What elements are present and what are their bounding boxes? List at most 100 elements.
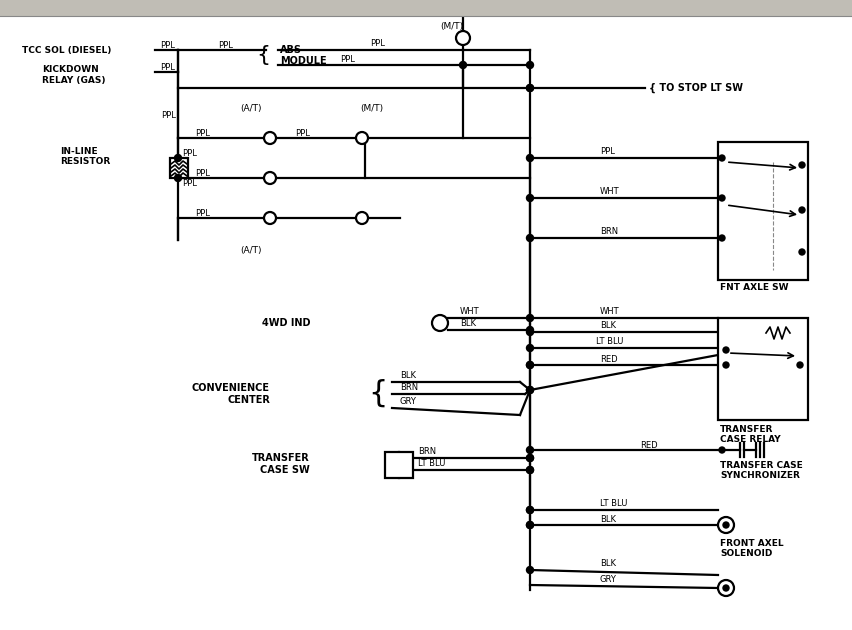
Circle shape xyxy=(723,347,729,353)
Text: RED: RED xyxy=(600,355,618,364)
Text: PPL: PPL xyxy=(218,40,233,50)
Circle shape xyxy=(527,386,533,394)
Text: PPL: PPL xyxy=(195,168,210,178)
Circle shape xyxy=(719,235,725,241)
Text: MODULE: MODULE xyxy=(280,56,326,66)
Text: BRN: BRN xyxy=(418,447,436,457)
Text: TRANSFER: TRANSFER xyxy=(720,425,774,435)
Text: PPL: PPL xyxy=(195,129,210,137)
Text: WHT: WHT xyxy=(460,307,480,316)
Text: SOLENOID: SOLENOID xyxy=(720,549,773,559)
Circle shape xyxy=(527,454,533,462)
Circle shape xyxy=(527,314,533,321)
Text: (A/T): (A/T) xyxy=(240,246,262,255)
Circle shape xyxy=(718,517,734,533)
Text: CENTER: CENTER xyxy=(227,395,270,405)
Text: RELAY (GAS): RELAY (GAS) xyxy=(42,76,106,84)
Text: RED: RED xyxy=(640,442,658,450)
Bar xyxy=(718,318,808,420)
Text: (M/T): (M/T) xyxy=(360,103,383,113)
Circle shape xyxy=(527,362,533,369)
Circle shape xyxy=(264,212,276,224)
Text: PPL: PPL xyxy=(162,110,176,120)
Circle shape xyxy=(527,466,533,474)
Circle shape xyxy=(723,362,729,368)
Text: (M/T): (M/T) xyxy=(440,21,463,30)
Circle shape xyxy=(527,466,533,474)
Circle shape xyxy=(527,362,533,369)
Text: PPL: PPL xyxy=(160,40,175,50)
Text: GRY: GRY xyxy=(600,575,617,583)
Text: LT BLU: LT BLU xyxy=(596,338,624,346)
Text: TRANSFER: TRANSFER xyxy=(252,453,310,463)
Text: {: { xyxy=(256,45,270,65)
Circle shape xyxy=(527,507,533,513)
Text: ABS: ABS xyxy=(280,45,302,55)
Circle shape xyxy=(356,132,368,144)
Text: SYNCHRONIZER: SYNCHRONIZER xyxy=(720,471,800,481)
Circle shape xyxy=(527,522,533,529)
Text: PPL: PPL xyxy=(295,129,310,137)
Circle shape xyxy=(527,154,533,161)
Circle shape xyxy=(459,62,467,69)
Text: CASE SW: CASE SW xyxy=(260,465,310,475)
Bar xyxy=(718,142,808,280)
Circle shape xyxy=(264,172,276,184)
Text: PPL: PPL xyxy=(370,40,385,49)
Circle shape xyxy=(723,522,729,528)
Text: BRN: BRN xyxy=(600,227,618,236)
Text: RESISTOR: RESISTOR xyxy=(60,158,110,166)
Text: (A/T): (A/T) xyxy=(240,103,262,113)
Circle shape xyxy=(719,447,725,453)
Circle shape xyxy=(527,84,533,91)
Bar xyxy=(385,452,413,478)
Text: GRY: GRY xyxy=(400,398,417,406)
Text: PPL: PPL xyxy=(340,55,355,64)
Text: BLK: BLK xyxy=(460,319,476,328)
Text: CASE RELAY: CASE RELAY xyxy=(720,435,780,445)
Text: LT BLU: LT BLU xyxy=(600,500,627,508)
Circle shape xyxy=(527,447,533,454)
Text: BLK: BLK xyxy=(600,559,616,568)
Text: BLK: BLK xyxy=(400,372,416,381)
Text: FNT AXLE SW: FNT AXLE SW xyxy=(720,284,788,292)
Text: PPL: PPL xyxy=(195,209,210,217)
Circle shape xyxy=(527,454,533,462)
Bar xyxy=(0,0,852,16)
Text: PPL: PPL xyxy=(600,147,615,156)
Text: TCC SOL (DIESEL): TCC SOL (DIESEL) xyxy=(22,45,112,55)
Text: TRANSFER CASE: TRANSFER CASE xyxy=(720,461,803,469)
Circle shape xyxy=(356,212,368,224)
Circle shape xyxy=(456,31,470,45)
Circle shape xyxy=(527,522,533,529)
Text: {: { xyxy=(369,379,388,408)
Text: KICKDOWN: KICKDOWN xyxy=(42,66,99,74)
Text: Fig. 4: Transfer Case Circuit (1990): Fig. 4: Transfer Case Circuit (1990) xyxy=(342,3,510,13)
Text: WHT: WHT xyxy=(600,307,619,316)
Circle shape xyxy=(799,207,805,213)
Circle shape xyxy=(527,195,533,202)
Circle shape xyxy=(527,326,533,333)
Text: 4WD IND: 4WD IND xyxy=(262,318,310,328)
Text: PPL: PPL xyxy=(160,62,175,71)
Circle shape xyxy=(527,234,533,241)
Circle shape xyxy=(527,507,533,513)
Circle shape xyxy=(799,249,805,255)
Bar xyxy=(170,158,188,178)
Circle shape xyxy=(432,315,448,331)
Circle shape xyxy=(527,62,533,69)
Text: BLK: BLK xyxy=(600,321,616,331)
Text: WHT: WHT xyxy=(600,188,619,197)
Circle shape xyxy=(527,345,533,352)
Circle shape xyxy=(527,328,533,336)
Circle shape xyxy=(527,566,533,573)
Circle shape xyxy=(527,84,533,91)
Text: IN-LINE: IN-LINE xyxy=(60,147,98,156)
Text: { TO STOP LT SW: { TO STOP LT SW xyxy=(649,83,743,93)
Circle shape xyxy=(175,154,181,161)
Text: CONVENIENCE: CONVENIENCE xyxy=(192,383,270,393)
Text: BRN: BRN xyxy=(400,384,418,392)
Text: PPL: PPL xyxy=(182,149,197,158)
Circle shape xyxy=(527,386,533,394)
Circle shape xyxy=(175,175,181,181)
